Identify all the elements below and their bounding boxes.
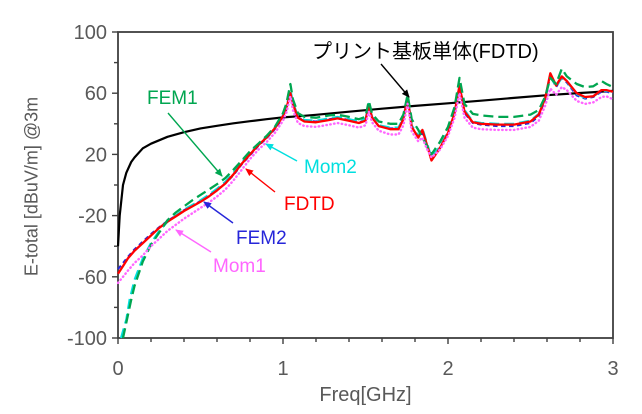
series-FEM1 <box>121 67 614 339</box>
fem2-label: FEM2 <box>236 228 287 249</box>
mom2-label-arrow <box>265 143 298 162</box>
x-tick-label: 3 <box>607 358 618 380</box>
x-tick-label: 0 <box>112 358 123 380</box>
fdtd-label-arrow <box>245 168 276 193</box>
series-プリント基板単体(FDTD) <box>117 89 614 247</box>
y-axis-title: E-total [dBuV/m] @3m <box>21 96 42 277</box>
x-tick-label: 2 <box>442 358 453 380</box>
plot-border <box>117 31 614 339</box>
y-tick-label: 100 <box>74 22 107 44</box>
x-axis-title: Freq[GHz] <box>319 384 412 406</box>
y-tick-label: 60 <box>85 83 107 105</box>
y-tick-label: 20 <box>85 144 107 166</box>
jp-label-arrow <box>380 63 410 98</box>
fem1-label: FEM1 <box>147 88 198 109</box>
y-tick-label: -100 <box>67 328 107 350</box>
mom1-label: Mom1 <box>213 256 266 277</box>
x-tick-label: 1 <box>277 358 288 380</box>
fdtd-label: FDTD <box>284 194 335 215</box>
series-Mom1 <box>117 85 614 285</box>
fem2-label-arrow <box>203 201 234 224</box>
y-tick-label: -60 <box>78 267 107 289</box>
mom2-label: Mom2 <box>304 157 357 178</box>
mom1-label-arrow <box>175 229 212 253</box>
jp-label: プリント基板単体(FDTD) <box>312 40 539 63</box>
y-tick-label: -20 <box>78 206 107 228</box>
fem1-label-arrow <box>167 112 223 177</box>
